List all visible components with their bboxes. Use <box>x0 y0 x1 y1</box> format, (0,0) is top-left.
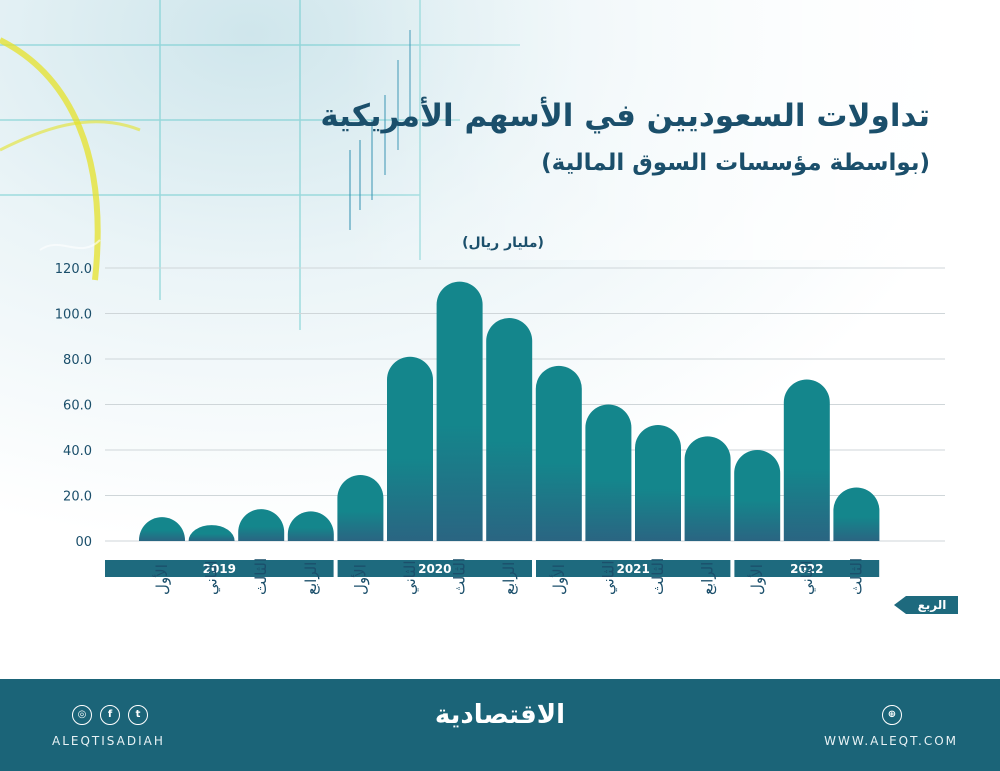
x-tick-label: الأول <box>152 564 171 595</box>
dribbble-icon[interactable]: ⊕ <box>882 705 902 725</box>
bar <box>833 487 880 541</box>
x-tick-label: الثاني <box>203 560 222 595</box>
x-tick-label: الأول <box>747 564 766 595</box>
bar-chart: 00 20.0 40.0 60.0 80.0 100.0 120.0 2019 2020 202… <box>55 262 958 614</box>
x-tick-label: الأول <box>549 564 568 595</box>
social-handle: ALEQTISADIAH <box>52 734 165 748</box>
website-url[interactable]: WWW.ALEQT.COM <box>824 734 958 748</box>
bar <box>635 424 681 541</box>
x-axis-label: الربع <box>918 598 947 612</box>
x-tick-label: الثالث <box>649 558 667 595</box>
year-label: 2021 <box>616 562 649 576</box>
year-band <box>536 560 731 577</box>
x-tick-label: الثاني <box>599 560 618 595</box>
unit-label: (مليار ريال) <box>462 235 544 251</box>
bar <box>486 318 533 541</box>
facebook-icon[interactable]: f <box>100 705 120 725</box>
year-band <box>734 560 880 577</box>
y-tick-label: 20.0 <box>63 490 92 505</box>
footer-bar <box>0 679 1000 771</box>
x-tick-label: الرابع <box>500 562 518 595</box>
x-tick-label: الثالث <box>847 558 865 595</box>
year-label: 2019 <box>203 562 236 576</box>
bar <box>387 356 433 541</box>
bar <box>436 281 483 541</box>
chart-title: تداولات السعوديين في الأسهم الأمريكية <box>320 98 930 134</box>
x-tick-label: الثاني <box>798 560 817 595</box>
y-tick-label: 80.0 <box>63 353 92 368</box>
y-tick-label: 100.0 <box>55 308 92 323</box>
y-tick-label: 40.0 <box>63 444 92 459</box>
y-tick-label: 120.0 <box>55 262 92 277</box>
chart-subtitle: (بواسطة مؤسسات السوق المالية) <box>541 150 930 176</box>
year-label: 2022 <box>790 562 823 576</box>
x-tick-label: الأول <box>350 564 369 595</box>
year-label: 2020 <box>418 562 451 576</box>
bar <box>188 525 235 541</box>
brand-logo: الاقتصادية <box>434 700 566 730</box>
y-tick-label: 00 <box>75 535 92 550</box>
x-tick-label: الرابع <box>302 562 320 595</box>
y-tick-label: 60.0 <box>63 399 92 414</box>
x-tick-label: الثالث <box>252 558 270 595</box>
bar <box>287 511 334 541</box>
bar <box>535 365 582 541</box>
bar <box>783 379 830 541</box>
bar <box>337 475 384 541</box>
bar <box>585 404 632 541</box>
bar <box>238 509 285 541</box>
x-tick-label: الثاني <box>401 560 420 595</box>
instagram-icon[interactable]: ◎ <box>72 705 92 725</box>
year-band <box>105 560 334 577</box>
year-band <box>337 560 532 577</box>
bar <box>734 450 781 541</box>
bar <box>684 436 731 541</box>
twitter-icon[interactable]: t <box>128 705 148 725</box>
x-tick-label: الثالث <box>451 558 469 595</box>
x-axis-tag <box>894 596 958 614</box>
x-tick-label: الرابع <box>699 562 717 595</box>
bar <box>139 517 185 541</box>
